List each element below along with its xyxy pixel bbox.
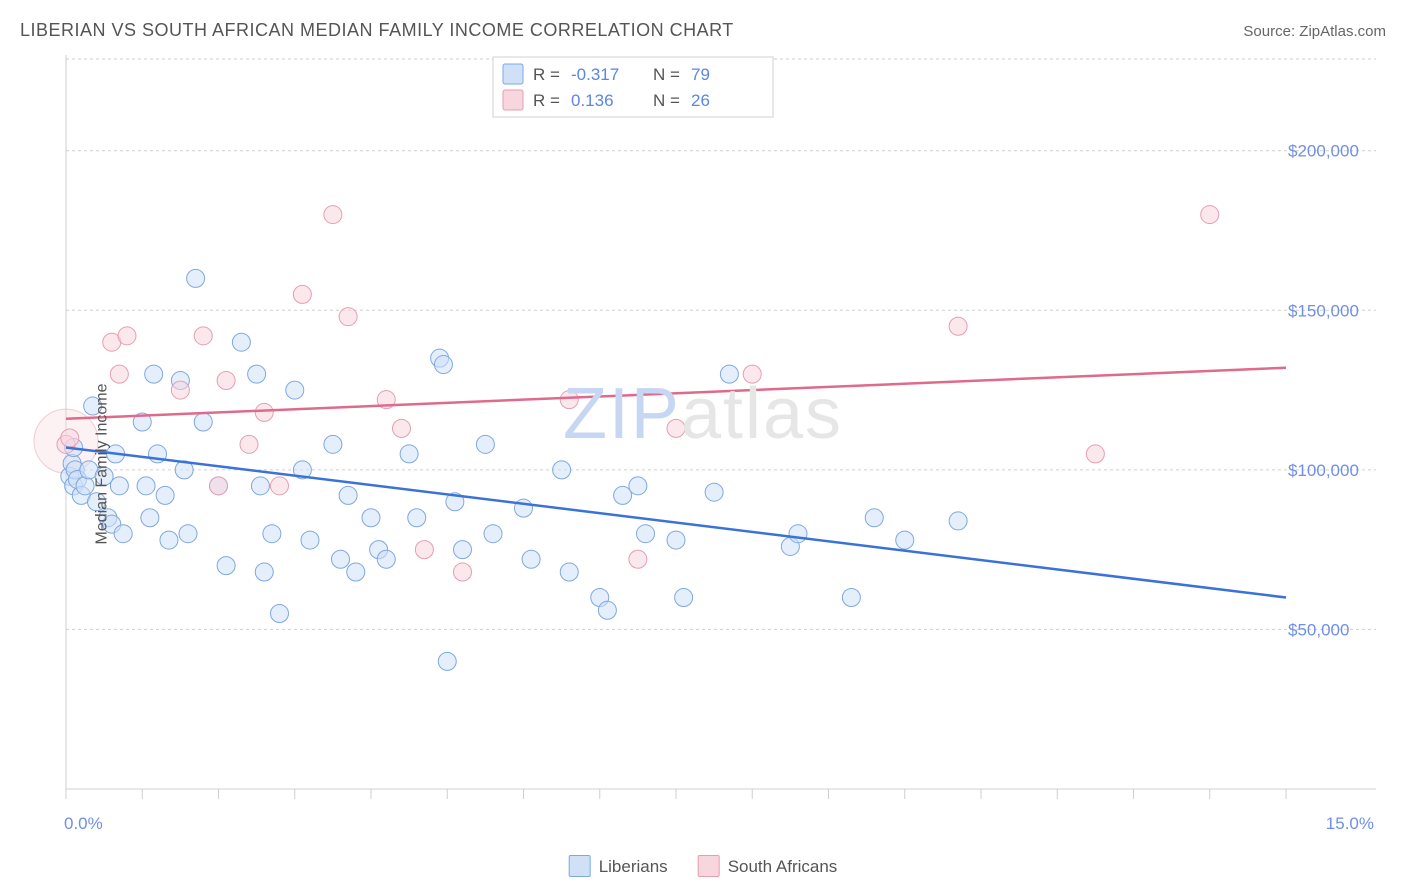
- svg-text:N =: N =: [653, 65, 680, 84]
- y-axis-label: Median Family Income: [93, 384, 111, 545]
- source-credit: Source: ZipAtlas.com: [1243, 23, 1386, 40]
- legend-bottom: Liberians South Africans: [569, 855, 838, 877]
- svg-text:N =: N =: [653, 91, 680, 110]
- svg-text:0.0%: 0.0%: [64, 814, 103, 833]
- svg-text:R =: R =: [533, 65, 560, 84]
- svg-text:-0.317: -0.317: [571, 65, 619, 84]
- legend-item: Liberians: [569, 855, 668, 877]
- svg-text:$100,000: $100,000: [1288, 461, 1359, 480]
- chart-title: LIBERIAN VS SOUTH AFRICAN MEDIAN FAMILY …: [20, 20, 734, 41]
- svg-text:79: 79: [691, 65, 710, 84]
- svg-text:R =: R =: [533, 91, 560, 110]
- svg-text:$50,000: $50,000: [1288, 620, 1349, 639]
- svg-text:26: 26: [691, 91, 710, 110]
- svg-text:$150,000: $150,000: [1288, 301, 1359, 320]
- svg-text:0.136: 0.136: [571, 91, 614, 110]
- legend-item: South Africans: [698, 855, 838, 877]
- scatter-chart: $50,000 $100,000 $150,000 $200,000 0.0% 15.0%…: [20, 49, 1386, 849]
- svg-text:$200,000: $200,000: [1288, 142, 1359, 161]
- svg-text:15.0%: 15.0%: [1326, 814, 1374, 833]
